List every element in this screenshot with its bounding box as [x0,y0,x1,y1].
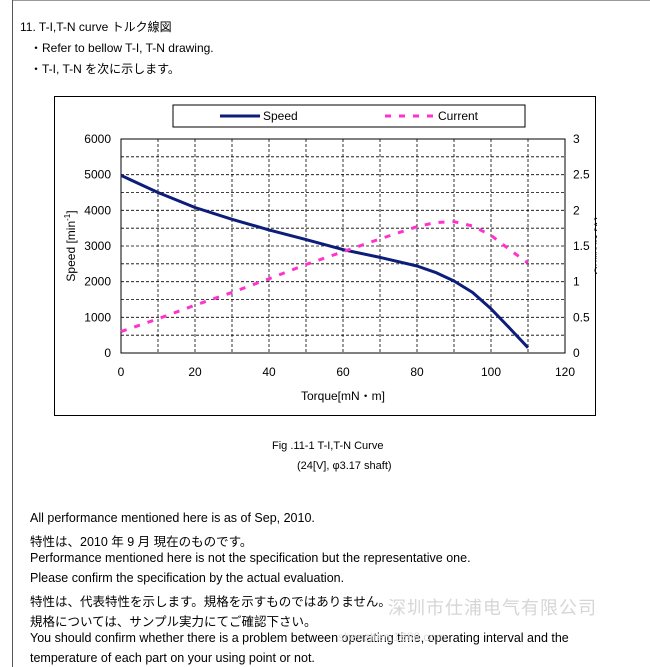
paragraph-confirm-evaluation: Please confirm the specification by the … [30,571,345,585]
y-tick-label: 3000 [84,239,111,253]
section-note-english: ・Refer to bellow T-I, T-N drawing. [30,41,214,55]
watermark-company: 深圳市仕浦电气有限公司 [388,598,597,618]
y2-tick-label: 2.5 [573,168,590,182]
y-tick-label: 4000 [84,203,111,217]
y2-tick-label: 3 [573,132,580,146]
frame-top-border [12,0,650,1]
section-note-japanese: ・T-I, T-N を次に示します。 [30,62,180,76]
y-tick-label: 0 [104,346,111,360]
paragraph-representative-jp: 特性は、代表特性を示します。規格を示すものではありません。 [30,595,391,609]
watermark-url: shenzhen.1688.com [338,630,447,644]
legend-label-current: Current [438,109,479,123]
x-tick-label: 40 [262,365,276,379]
paragraph-not-specification: Performance mentioned here is not the sp… [30,551,471,565]
paragraph-performance-date: All performance mentioned here is as of … [30,511,315,525]
paragraph-confirm-sample-jp: 規格については、サンプル実力にてご確認下さい。 [30,615,317,629]
y2-tick-label: 1 [573,275,580,289]
x-tick-label: 0 [118,365,125,379]
legend-label-speed: Speed [263,109,298,123]
y2-tick-label: 1.5 [573,239,590,253]
x-tick-label: 80 [410,365,424,379]
frame-left-border [12,0,13,667]
x-tick-label: 100 [481,365,501,379]
y-tick-label: 6000 [84,132,111,146]
x-axis-label: Torque[mN・m] [301,389,385,403]
y2-tick-label: 0.5 [573,310,590,324]
x-tick-label: 120 [555,365,575,379]
paragraph-performance-date-jp: 特性は、2010 年 9 月 現在のものです。 [30,535,253,549]
y-tick-label: 1000 [84,310,111,324]
y2-tick-label: 0 [573,346,580,360]
legend-box [172,104,526,128]
paragraph-operating-conditions: You should confirm whether there is a pr… [30,631,569,645]
tn-ti-chart: 0 20 40 60 80 100 1200100020003000400050006000… [63,104,597,403]
figure-caption: Fig .11-1 T-I,T-N Curve [272,440,384,452]
paragraph-temperature: temperature of each part on your using p… [30,651,315,665]
y2-tick-label: 2 [573,203,580,217]
series-line-speed [120,174,530,349]
x-tick-label: 60 [336,365,350,379]
section-title: 11. T-I,T-N curve トルク線図 [20,20,172,34]
y-axis-label: Speed [min-1] [63,210,78,281]
y-tick-label: 2000 [84,275,111,289]
x-tick-label: 20 [188,365,202,379]
y2-axis-label: Current [A] [592,217,597,275]
chart-container: 0 20 40 60 80 100 120 0 1000 2000 3000 4000 5000 6000… [54,96,597,416]
figure-subcaption: (24[V], φ3.17 shaft) [297,460,392,472]
y-tick-label: 5000 [84,168,111,182]
